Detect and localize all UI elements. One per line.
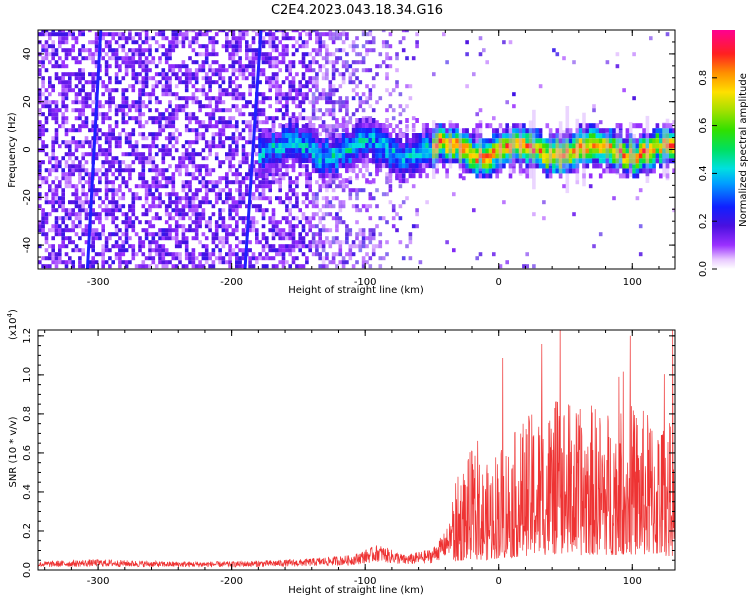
spectrogram-x-ticks: -300 -200 -100 0 100 <box>44 30 660 288</box>
figure-title: C2E4.2023.043.18.34.G16 <box>271 3 443 18</box>
y-tick-label: 0.0 <box>22 562 33 578</box>
spectrogram-image <box>38 30 675 269</box>
y-tick-label: -20 <box>22 189 33 205</box>
x-tick-label: -300 <box>87 576 110 587</box>
snr-x-ticks: -300 -200 -100 0 100 <box>44 330 660 587</box>
spectrogram-streak <box>85 30 103 269</box>
colorbar-tick-label: 0.2 <box>698 213 709 229</box>
snr-y-ticks: 0.0 0.2 0.4 0.6 0.8 1.0 1.2 <box>22 328 675 578</box>
y-tick-label: 0 <box>22 146 33 152</box>
colorbar: 0.0 0.2 0.4 0.6 0.8 Normalized spectral ampl… <box>698 30 749 277</box>
y-tick-label: 40 <box>22 48 33 61</box>
x-tick-label: 100 <box>623 576 642 587</box>
y-tick-label: 1.2 <box>22 328 33 344</box>
x-tick-label: 0 <box>496 576 502 587</box>
spectrogram-x-label: Height of straight line (km) <box>288 285 424 296</box>
x-tick-label: -200 <box>220 576 243 587</box>
snr-panel: -300 -200 -100 0 100 0.0 0.2 0.4 0.6 0.8 1.0 1.2 H… <box>6 309 676 596</box>
snr-series-line <box>38 330 675 568</box>
colorbar-tick-label: 0.6 <box>698 118 709 134</box>
x-tick-label: -100 <box>354 277 377 288</box>
spectrogram-y-label: Frequency (Hz) <box>7 112 18 188</box>
snr-frame <box>37 329 676 571</box>
spectrogram-streak <box>243 30 263 269</box>
x-tick-label: 0 <box>496 277 502 288</box>
colorbar-tick-label: 0.0 <box>698 261 709 277</box>
colorbar-tick-label: 0.8 <box>698 70 709 86</box>
x-tick-label: -100 <box>354 576 377 587</box>
snr-y-label: SNR (10 * v/v) <box>8 416 19 487</box>
spectrogram-y-ticks: -40 -20 0 20 40 <box>22 29 675 270</box>
y-tick-label: 1.0 <box>22 367 33 383</box>
snr-x-label: Height of straight line (km) <box>288 585 424 596</box>
x-tick-label: 100 <box>623 277 642 288</box>
colorbar-ticks: 0.0 0.2 0.4 0.6 0.8 <box>698 70 717 277</box>
y-tick-label: 0.2 <box>22 523 33 539</box>
y-tick-label: 20 <box>22 95 33 108</box>
colorbar-tick-label: 0.4 <box>698 165 709 181</box>
snr-scale-label: (x104) <box>6 309 19 340</box>
colorbar-gradient <box>712 30 735 269</box>
x-tick-label: -200 <box>220 277 243 288</box>
x-tick-label: -300 <box>87 277 110 288</box>
y-tick-label: 0.6 <box>22 445 33 461</box>
colorbar-label: Normalized spectral amplitude <box>738 73 749 227</box>
y-tick-label: 0.4 <box>22 484 33 500</box>
y-tick-label: -40 <box>22 237 33 253</box>
y-tick-label: 0.8 <box>22 406 33 422</box>
